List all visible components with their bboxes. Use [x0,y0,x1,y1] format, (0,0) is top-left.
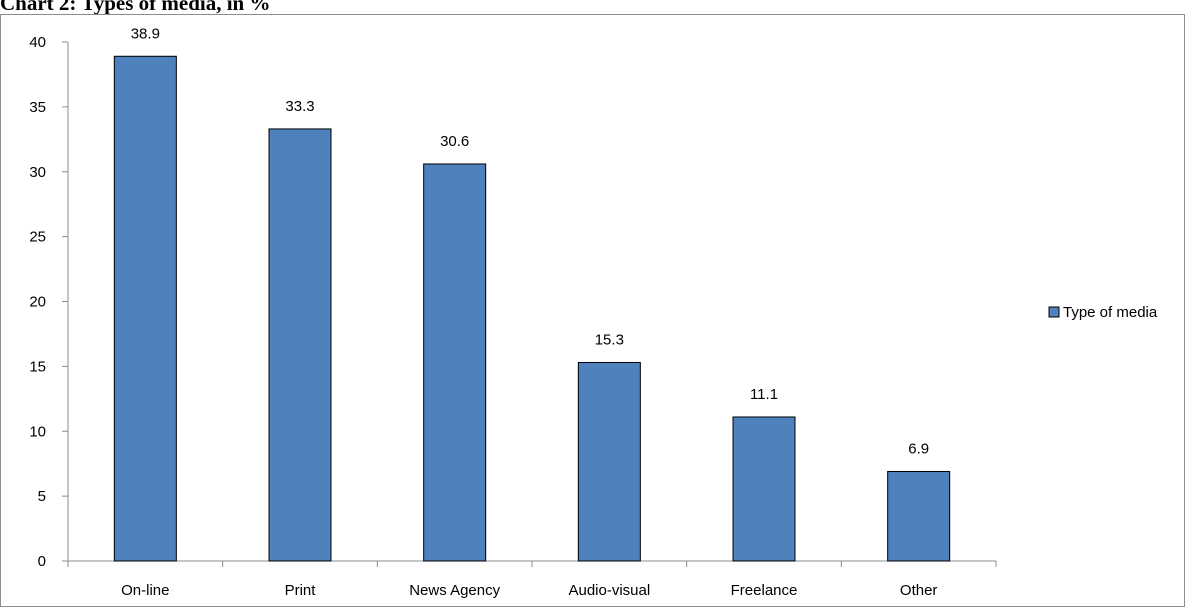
bar [423,163,487,562]
data-label: 30.6 [440,133,469,150]
y-tick-label: 15 [29,358,46,375]
bar [113,55,177,562]
legend-swatch [1048,306,1060,318]
data-label: 15.3 [595,331,624,348]
x-tick-label: Freelance [731,582,798,599]
chart-title: Chart 2: Types of media, in % [0,0,271,15]
data-label: 6.9 [908,440,929,457]
y-tick-label: 10 [29,423,46,440]
x-axis: On-line Print News Agency Audio-visual Freel… [67,560,997,599]
y-tick-label: 35 [29,99,46,116]
bars [113,55,951,562]
data-labels: 38.9 33.3 30.6 15.3 11.1 6.9 [131,25,929,457]
y-tick-label: 40 [29,34,46,51]
legend-label: Type of media [1063,304,1158,321]
x-tick-label: On-line [121,582,169,599]
y-tick-label: 25 [29,229,46,246]
y-tick-label: 5 [38,488,46,505]
y-tick-label: 20 [29,294,46,311]
bar [268,128,332,562]
y-tick-label: 30 [29,164,46,181]
data-label: 11.1 [750,386,778,403]
x-tick-label: Audio-visual [568,582,650,599]
bar [577,361,641,562]
data-label: 38.9 [131,25,160,42]
legend: Type of media [1048,304,1158,321]
x-tick-label: News Agency [409,582,500,599]
data-label: 33.3 [285,98,314,115]
y-tick-label: 0 [38,553,46,570]
x-tick-label: Other [900,582,938,599]
bar [732,416,796,562]
y-axis: 0 5 10 15 20 25 30 35 40 [29,34,69,570]
x-tick-label: Print [285,582,317,599]
bar [887,470,951,562]
